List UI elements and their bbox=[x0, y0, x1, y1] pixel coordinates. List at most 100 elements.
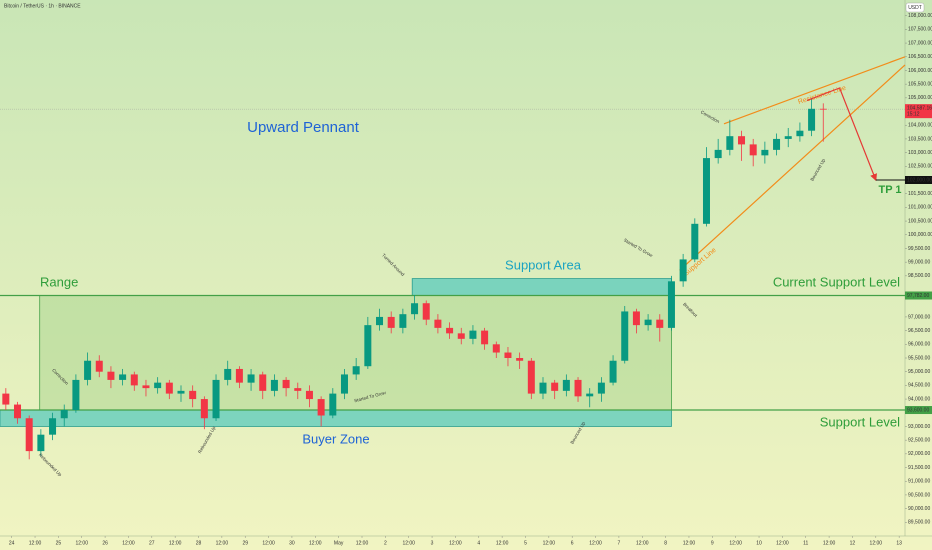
candle-body bbox=[586, 393, 594, 397]
x-tick-label: 12:00 bbox=[543, 540, 556, 546]
candle-body bbox=[235, 368, 243, 383]
x-tick-label: 3 bbox=[431, 540, 434, 546]
candle-body bbox=[609, 360, 617, 383]
candle-body bbox=[95, 360, 103, 372]
x-tick-label: 12:00 bbox=[169, 540, 182, 546]
x-tick-label: 11 bbox=[803, 540, 808, 546]
x-tick-label: 7 bbox=[618, 540, 621, 546]
y-tick-label: 101,500.00 bbox=[908, 191, 932, 197]
x-tick-label: 12:00 bbox=[449, 540, 462, 546]
x-tick-label: 26 bbox=[102, 540, 108, 546]
x-tick-label: 12:00 bbox=[870, 540, 883, 546]
candle-body bbox=[154, 382, 162, 389]
x-tick-label: 12:00 bbox=[356, 540, 369, 546]
candle-body bbox=[738, 136, 746, 145]
x-tick-label: 12 bbox=[850, 540, 856, 546]
y-tick-label: 89,500.00 bbox=[908, 520, 930, 526]
x-tick-label: 12:00 bbox=[402, 540, 415, 546]
candle-body bbox=[60, 410, 68, 419]
header: Bitcoin / TetherUS · 1h · BINANCE bbox=[4, 3, 81, 9]
x-tick-label: May bbox=[334, 540, 344, 546]
candle-body bbox=[796, 130, 804, 137]
candle-body bbox=[679, 259, 687, 282]
x-tick-label: 12:00 bbox=[29, 540, 42, 546]
x-tick-label: 12:00 bbox=[262, 540, 275, 546]
candle-body bbox=[84, 360, 92, 380]
y-tick-label: 100,500.00 bbox=[908, 218, 932, 224]
y-tick-label: 102,500.00 bbox=[908, 164, 932, 170]
candle-body bbox=[259, 374, 267, 391]
candle-body bbox=[130, 374, 138, 386]
candle-body bbox=[819, 108, 827, 110]
y-tick-label: 92,000.00 bbox=[908, 451, 930, 457]
candle-body bbox=[177, 390, 185, 394]
candle-body bbox=[49, 418, 57, 435]
level-label: Support Level bbox=[820, 414, 900, 429]
y-tick-label: 99,500.00 bbox=[908, 246, 930, 252]
x-tick-label: 29 bbox=[242, 540, 248, 546]
x-tick-label: 13 bbox=[896, 540, 902, 546]
candle-body bbox=[702, 158, 710, 224]
y-tick-label: 103,000.00 bbox=[908, 150, 932, 156]
candle-body bbox=[387, 316, 395, 328]
y-tick-label: 105,000.00 bbox=[908, 95, 932, 101]
x-tick-label: 28 bbox=[196, 540, 202, 546]
candle-body bbox=[446, 327, 454, 334]
y-tick-label: 94,500.00 bbox=[908, 383, 930, 389]
x-tick-label: 12:00 bbox=[309, 540, 322, 546]
candle-body bbox=[761, 149, 769, 156]
y-tick-label: 107,000.00 bbox=[908, 40, 932, 46]
candle-body bbox=[165, 382, 173, 394]
candle-body bbox=[656, 319, 664, 328]
x-tick-label: 27 bbox=[149, 540, 155, 546]
candle-body bbox=[119, 374, 127, 380]
currency-box[interactable] bbox=[905, 2, 925, 13]
x-tick-label: 2 bbox=[384, 540, 387, 546]
candle-body bbox=[621, 311, 629, 361]
target-tag-label: 102,000.00 bbox=[907, 177, 932, 183]
candle-body bbox=[492, 344, 500, 353]
projection bbox=[806, 87, 877, 182]
zone-label: Buyer Zone bbox=[302, 431, 369, 446]
x-tick-label: 25 bbox=[56, 540, 62, 546]
y-tick-label: 93,000.00 bbox=[908, 424, 930, 430]
y-tick-label: 107,500.00 bbox=[908, 27, 932, 33]
candle-body bbox=[422, 303, 430, 320]
y-tick-label: 95,000.00 bbox=[908, 369, 930, 375]
level-tag-label: 93,600.00 bbox=[907, 407, 929, 413]
candle-body bbox=[457, 333, 465, 339]
candle-body bbox=[2, 393, 10, 405]
x-tick-label: 12:00 bbox=[776, 540, 789, 546]
candle-body bbox=[376, 316, 384, 326]
candle-body bbox=[574, 379, 582, 397]
candle-body bbox=[270, 379, 278, 391]
candle-body bbox=[142, 385, 150, 389]
candle-body bbox=[784, 136, 792, 139]
candle-body bbox=[282, 379, 290, 389]
level-tag-label: 97,782.00 bbox=[907, 293, 929, 299]
candle-body bbox=[434, 319, 442, 328]
y-tick-label: 106,500.00 bbox=[908, 54, 932, 60]
current-price-tag bbox=[905, 104, 932, 119]
y-tick-label: 108,000.00 bbox=[908, 13, 932, 19]
candle-body bbox=[808, 108, 816, 131]
candle-body bbox=[539, 382, 547, 394]
candle-body bbox=[352, 366, 360, 375]
annotation-title: Upward Pennant bbox=[247, 119, 360, 136]
candle-body bbox=[72, 379, 80, 411]
x-tick-label: 12:00 bbox=[122, 540, 135, 546]
y-tick-label: 105,500.00 bbox=[908, 81, 932, 87]
x-tick-label: 10 bbox=[756, 540, 762, 546]
x-tick-label: 12:00 bbox=[823, 540, 836, 546]
y-tick-label: 92,500.00 bbox=[908, 437, 930, 443]
candle-body bbox=[749, 144, 757, 156]
x-tick-label: 8 bbox=[664, 540, 667, 546]
x-tick-label: 9 bbox=[711, 540, 714, 546]
candle-body bbox=[562, 379, 570, 391]
x-tick-label: 30 bbox=[289, 540, 295, 546]
y-tick-label: 104,000.00 bbox=[908, 123, 932, 129]
zone bbox=[411, 278, 672, 296]
x-tick-label: 12:00 bbox=[496, 540, 509, 546]
y-tick-label: 90,500.00 bbox=[908, 492, 930, 498]
candle-body bbox=[516, 358, 524, 361]
